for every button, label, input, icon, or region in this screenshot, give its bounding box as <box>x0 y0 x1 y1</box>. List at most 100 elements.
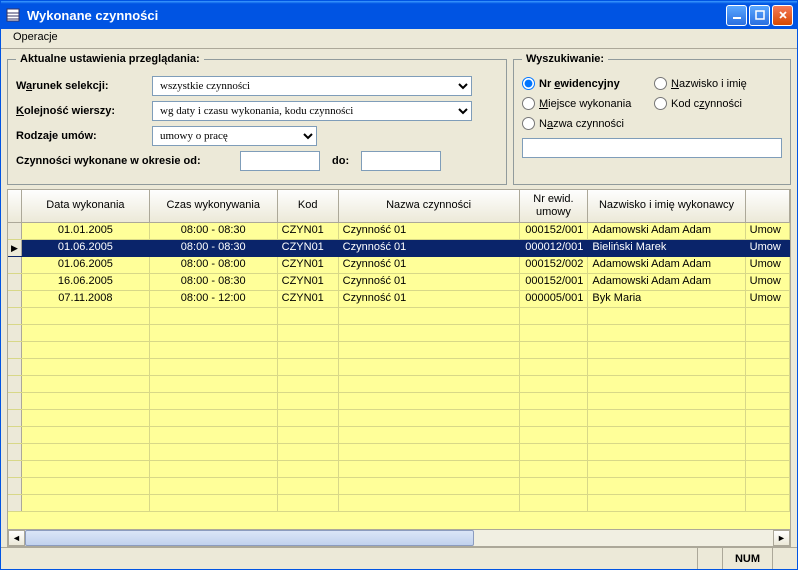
header-nazwa[interactable]: Nazwa czynności <box>339 190 520 222</box>
radio-input[interactable] <box>522 97 535 110</box>
close-button[interactable] <box>772 5 793 26</box>
row-okres: Czynności wykonane w okresie od: do: <box>16 151 498 171</box>
cell-extra: Umow <box>746 291 790 307</box>
scroll-left-button[interactable]: ◄ <box>8 530 25 546</box>
label-warunek: Warunek selekcji: <box>16 80 146 92</box>
table-row-empty[interactable] <box>8 376 790 393</box>
data-grid: Data wykonania Czas wykonywania Kod Nazw… <box>7 189 791 547</box>
titlebar[interactable]: Wykonane czynności <box>1 1 797 29</box>
table-row-empty[interactable] <box>8 495 790 512</box>
search-fieldset: Wyszukiwanie: Nr ewidencyjnyNazwisko i i… <box>513 53 791 185</box>
header-nrewid[interactable]: Nr ewid. umowy <box>520 190 589 222</box>
cell-kod: CZYN01 <box>278 223 339 239</box>
header-date[interactable]: Data wykonania <box>22 190 150 222</box>
grid-header: Data wykonania Czas wykonywania Kod Nazw… <box>8 190 790 223</box>
cell-wykonawca: Adamowski Adam Adam <box>588 274 745 290</box>
cell-date: 01.06.2005 <box>22 257 150 273</box>
table-row-empty[interactable] <box>8 478 790 495</box>
filters-row: Aktualne ustawienia przeglądania: Warune… <box>7 53 791 185</box>
cell-time: 08:00 - 08:30 <box>150 240 278 256</box>
radio-input[interactable] <box>654 77 667 90</box>
row-kolejnosc: Kolejność wierszy: wg daty i czasu wykon… <box>16 101 498 121</box>
table-row-empty[interactable] <box>8 342 790 359</box>
cell-extra: Umow <box>746 240 790 256</box>
radio-label: Nazwisko i imię <box>671 78 747 90</box>
row-marker <box>8 461 22 477</box>
header-time[interactable]: Czas wykonywania <box>150 190 278 222</box>
row-marker <box>8 291 22 307</box>
label-rodzaje: Rodzaje umów: <box>16 130 146 142</box>
table-row[interactable]: 01.01.200508:00 - 08:30CZYN01Czynność 01… <box>8 223 790 240</box>
scroll-track[interactable] <box>25 530 773 546</box>
cell-nrewid: 000005/001 <box>520 291 589 307</box>
search-radio-2[interactable]: Miejsce wykonania <box>522 97 650 110</box>
cell-wykonawca: Byk Maria <box>588 291 745 307</box>
cell-time: 08:00 - 08:30 <box>150 223 278 239</box>
table-row-empty[interactable] <box>8 308 790 325</box>
radio-input[interactable] <box>522 77 535 90</box>
search-radio-4[interactable]: Nazwa czynności <box>522 117 650 130</box>
input-okres-do[interactable] <box>361 151 441 171</box>
table-row-empty[interactable] <box>8 444 790 461</box>
table-row-empty[interactable] <box>8 410 790 427</box>
cell-date: 07.11.2008 <box>22 291 150 307</box>
maximize-button[interactable] <box>749 5 770 26</box>
cell-date: 16.06.2005 <box>22 274 150 290</box>
header-kod[interactable]: Kod <box>278 190 339 222</box>
table-row[interactable]: 01.06.200508:00 - 08:00CZYN01Czynność 01… <box>8 257 790 274</box>
menu-operacje[interactable]: Operacje <box>7 29 64 45</box>
app-window: Wykonane czynności Operacje Aktualne ust… <box>0 0 798 570</box>
cell-kod: CZYN01 <box>278 240 339 256</box>
row-warunek: Warunek selekcji: wszystkie czynności <box>16 76 498 96</box>
horizontal-scrollbar[interactable]: ◄ ► <box>8 529 790 546</box>
search-input[interactable] <box>522 138 782 158</box>
search-radio-3[interactable]: Kod czynności <box>654 97 782 110</box>
cell-nazwa: Czynność 01 <box>339 223 520 239</box>
radio-label: Nazwa czynności <box>539 118 624 130</box>
header-wykonawca[interactable]: Nazwisko i imię wykonawcy <box>588 190 745 222</box>
status-num: NUM <box>722 548 772 569</box>
settings-legend: Aktualne ustawienia przeglądania: <box>16 53 204 65</box>
table-row-empty[interactable] <box>8 393 790 410</box>
scroll-thumb[interactable] <box>25 530 474 546</box>
cell-kod: CZYN01 <box>278 274 339 290</box>
table-row[interactable]: ▶01.06.200508:00 - 08:30CZYN01Czynność 0… <box>8 240 790 257</box>
table-row-empty[interactable] <box>8 325 790 342</box>
table-row[interactable]: 16.06.200508:00 - 08:30CZYN01Czynność 01… <box>8 274 790 291</box>
header-extra[interactable] <box>746 190 790 222</box>
input-okres-od[interactable] <box>240 151 320 171</box>
minimize-button[interactable] <box>726 5 747 26</box>
search-radio-1[interactable]: Nazwisko i imię <box>654 77 782 90</box>
row-marker <box>8 495 22 511</box>
search-radio-0[interactable]: Nr ewidencyjny <box>522 77 650 90</box>
cell-nrewid: 000152/002 <box>520 257 589 273</box>
radio-label: Kod czynności <box>671 98 742 110</box>
row-marker <box>8 359 22 375</box>
cell-nazwa: Czynność 01 <box>339 257 520 273</box>
select-rodzaje[interactable]: umowy o pracę <box>152 126 317 146</box>
search-radio-grid: Nr ewidencyjny Nazwisko i imię Miejsce wyk… <box>522 77 782 130</box>
window-buttons <box>726 5 793 26</box>
label-okres: Czynności wykonane w okresie od: <box>16 155 234 167</box>
table-row-empty[interactable] <box>8 427 790 444</box>
table-row-empty[interactable] <box>8 359 790 376</box>
scroll-right-button[interactable]: ► <box>773 530 790 546</box>
row-marker <box>8 393 22 409</box>
cell-wykonawca: Adamowski Adam Adam <box>588 223 745 239</box>
table-row-empty[interactable] <box>8 461 790 478</box>
select-kolejnosc[interactable]: wg daty i czasu wykonania, kodu czynnośc… <box>152 101 472 121</box>
cell-nazwa: Czynność 01 <box>339 291 520 307</box>
grid-body[interactable]: 01.01.200508:00 - 08:30CZYN01Czynność 01… <box>8 223 790 529</box>
radio-input[interactable] <box>654 97 667 110</box>
cell-nazwa: Czynność 01 <box>339 274 520 290</box>
radio-label: Miejsce wykonania <box>539 98 631 110</box>
cell-kod: CZYN01 <box>278 291 339 307</box>
cell-nazwa: Czynność 01 <box>339 240 520 256</box>
search-box <box>522 138 782 158</box>
menubar: Operacje <box>1 29 797 49</box>
statusbar: NUM <box>1 547 797 569</box>
select-warunek[interactable]: wszystkie czynności <box>152 76 472 96</box>
cell-kod: CZYN01 <box>278 257 339 273</box>
radio-input[interactable] <box>522 117 535 130</box>
table-row[interactable]: 07.11.200808:00 - 12:00CZYN01Czynność 01… <box>8 291 790 308</box>
